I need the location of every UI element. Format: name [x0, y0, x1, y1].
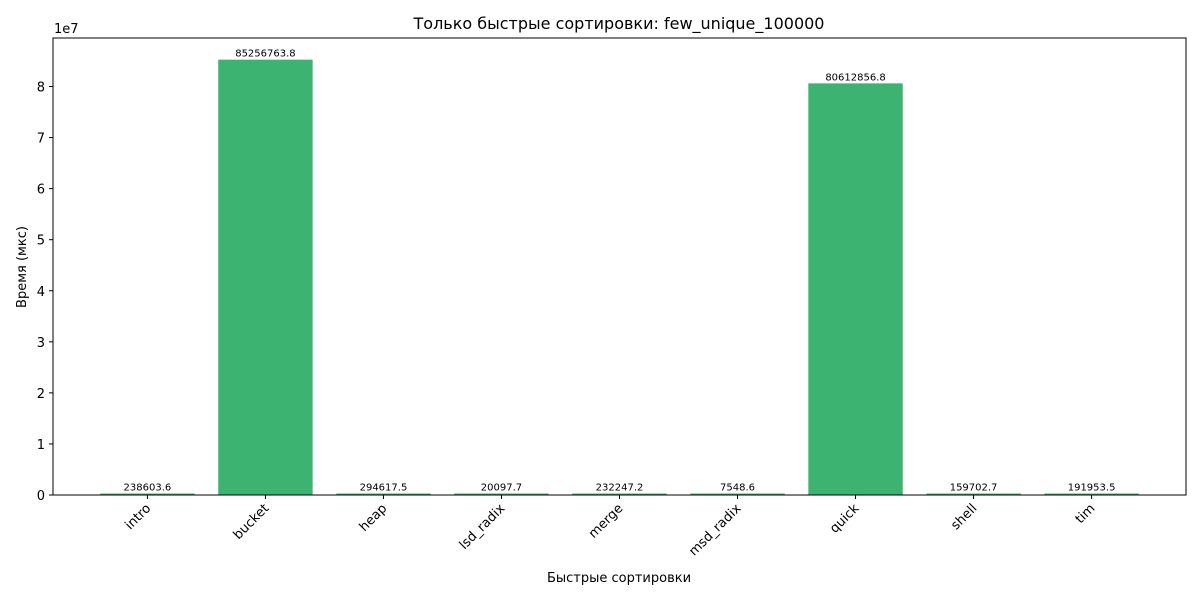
y-tick-label-2: 2	[37, 387, 45, 402]
chart-title: Только быстрые сортировки: few_unique_10…	[413, 14, 825, 34]
bar-value-label-intro: 238603.6	[124, 483, 172, 494]
bar-merge	[572, 493, 667, 495]
x-tick-label-intro: intro	[122, 501, 154, 533]
bar-tim	[1044, 493, 1139, 495]
bar-value-label-quick: 80612856.8	[825, 72, 885, 83]
x-tick-label-shell: shell	[948, 501, 980, 533]
x-tick-label-tim: tim	[1073, 501, 1099, 527]
y-scale-label: 1e7	[54, 22, 79, 37]
bar-value-label-msd_radix: 7548.6	[720, 483, 755, 494]
x-tick-label-bucket: bucket	[231, 501, 273, 543]
bar-quick	[808, 83, 903, 496]
x-tick-label-heap: heap	[357, 501, 391, 535]
bar-intro	[100, 493, 195, 495]
y-tick-label-6: 6	[37, 183, 45, 198]
x-tick-label-merge: merge	[586, 501, 626, 541]
bars-group: 238603.6 85256763.8 294617.5 20097.7 232247.…	[100, 49, 1139, 496]
bar-shell	[926, 493, 1021, 495]
bar-value-label-heap: 294617.5	[360, 482, 408, 493]
y-tick-label-0: 0	[37, 489, 45, 504]
y-axis-label: Время (мкс)	[15, 226, 30, 308]
bar-value-label-tim: 191953.5	[1068, 483, 1116, 494]
bar-lsd_radix	[454, 493, 549, 495]
y-tick-label-3: 3	[37, 336, 45, 351]
bar-value-label-merge: 232247.2	[596, 483, 644, 494]
y-tick-label-7: 7	[37, 132, 45, 147]
y-tick-label-1: 1	[37, 438, 45, 453]
y-tick-label-4: 4	[37, 285, 45, 300]
y-tick-label-5: 5	[37, 234, 45, 249]
bar-value-label-bucket: 85256763.8	[235, 49, 295, 60]
bar-msd_radix	[690, 493, 785, 495]
plot-frame	[52, 37, 1187, 496]
bar-value-label-lsd_radix: 20097.7	[481, 483, 522, 494]
bar-heap	[336, 493, 431, 495]
ticks-group: intro bucket heap lsd_radix merge msd_radix qu…	[37, 81, 1099, 560]
bar-bucket	[218, 59, 313, 496]
y-tick-label-8: 8	[37, 81, 45, 96]
x-tick-label-lsd_radix: lsd_radix	[457, 501, 509, 553]
x-tick-label-msd_radix: msd_radix	[686, 501, 744, 559]
x-axis-label: Быстрые сортировки	[547, 571, 691, 586]
bar-value-label-shell: 159702.7	[950, 483, 998, 494]
x-tick-label-quick: quick	[827, 501, 863, 537]
